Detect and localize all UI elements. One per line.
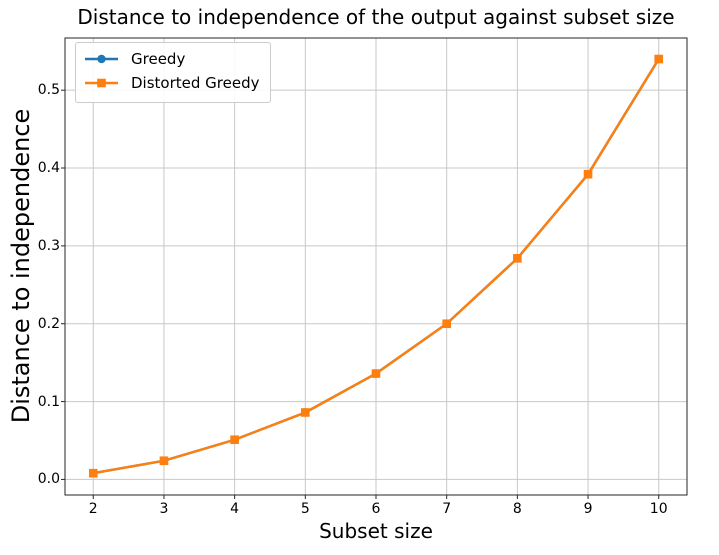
data-point-marker — [371, 369, 381, 378]
x-tick-label: 3 — [159, 501, 169, 517]
plot-area — [61, 37, 688, 499]
legend-item: Greedy — [84, 47, 259, 71]
x-tick-label: 9 — [583, 501, 593, 517]
legend-label: Greedy — [131, 50, 186, 68]
x-tick-label: 5 — [300, 501, 310, 517]
x-tick-label: 6 — [371, 501, 381, 517]
data-point-marker — [301, 408, 310, 417]
legend-line-sample — [85, 78, 118, 88]
data-point-marker — [88, 468, 98, 478]
x-tick-label: 4 — [230, 501, 240, 517]
x-tick-label: 8 — [512, 501, 522, 517]
y-tick-label: 0.5 — [37, 82, 60, 99]
data-point-marker — [654, 54, 664, 64]
data-point-marker — [442, 319, 451, 329]
x-tick-label: 7 — [442, 501, 452, 517]
y-tick-label: 0.2 — [37, 315, 60, 332]
y-tick-label: 0.3 — [37, 237, 60, 254]
y-tick-label: 0.4 — [37, 160, 60, 176]
x-axis-label: Subset size — [319, 519, 433, 543]
y-axis-label: Distance to independence — [7, 108, 35, 424]
data-point-marker — [159, 456, 169, 466]
legend-line-sample — [85, 54, 118, 64]
data-point-marker — [583, 169, 593, 179]
legend-item: Distorted Greedy — [84, 71, 259, 95]
data-point-marker — [513, 254, 522, 263]
axes-frame — [64, 37, 688, 496]
x-tick-label: 10 — [649, 501, 668, 517]
y-tick-label: 0.1 — [37, 393, 60, 410]
legend-label: Distorted Greedy — [131, 74, 260, 92]
legend: Greedy Distorted Greedy — [75, 42, 272, 103]
y-tick-label: 0.0 — [37, 471, 60, 488]
data-point-marker — [230, 435, 239, 445]
square-marker-icon — [97, 78, 106, 88]
chart-title: Distance to independence of the output a… — [77, 5, 675, 29]
circle-marker-icon — [97, 54, 106, 64]
x-tick-label: 2 — [88, 501, 98, 517]
